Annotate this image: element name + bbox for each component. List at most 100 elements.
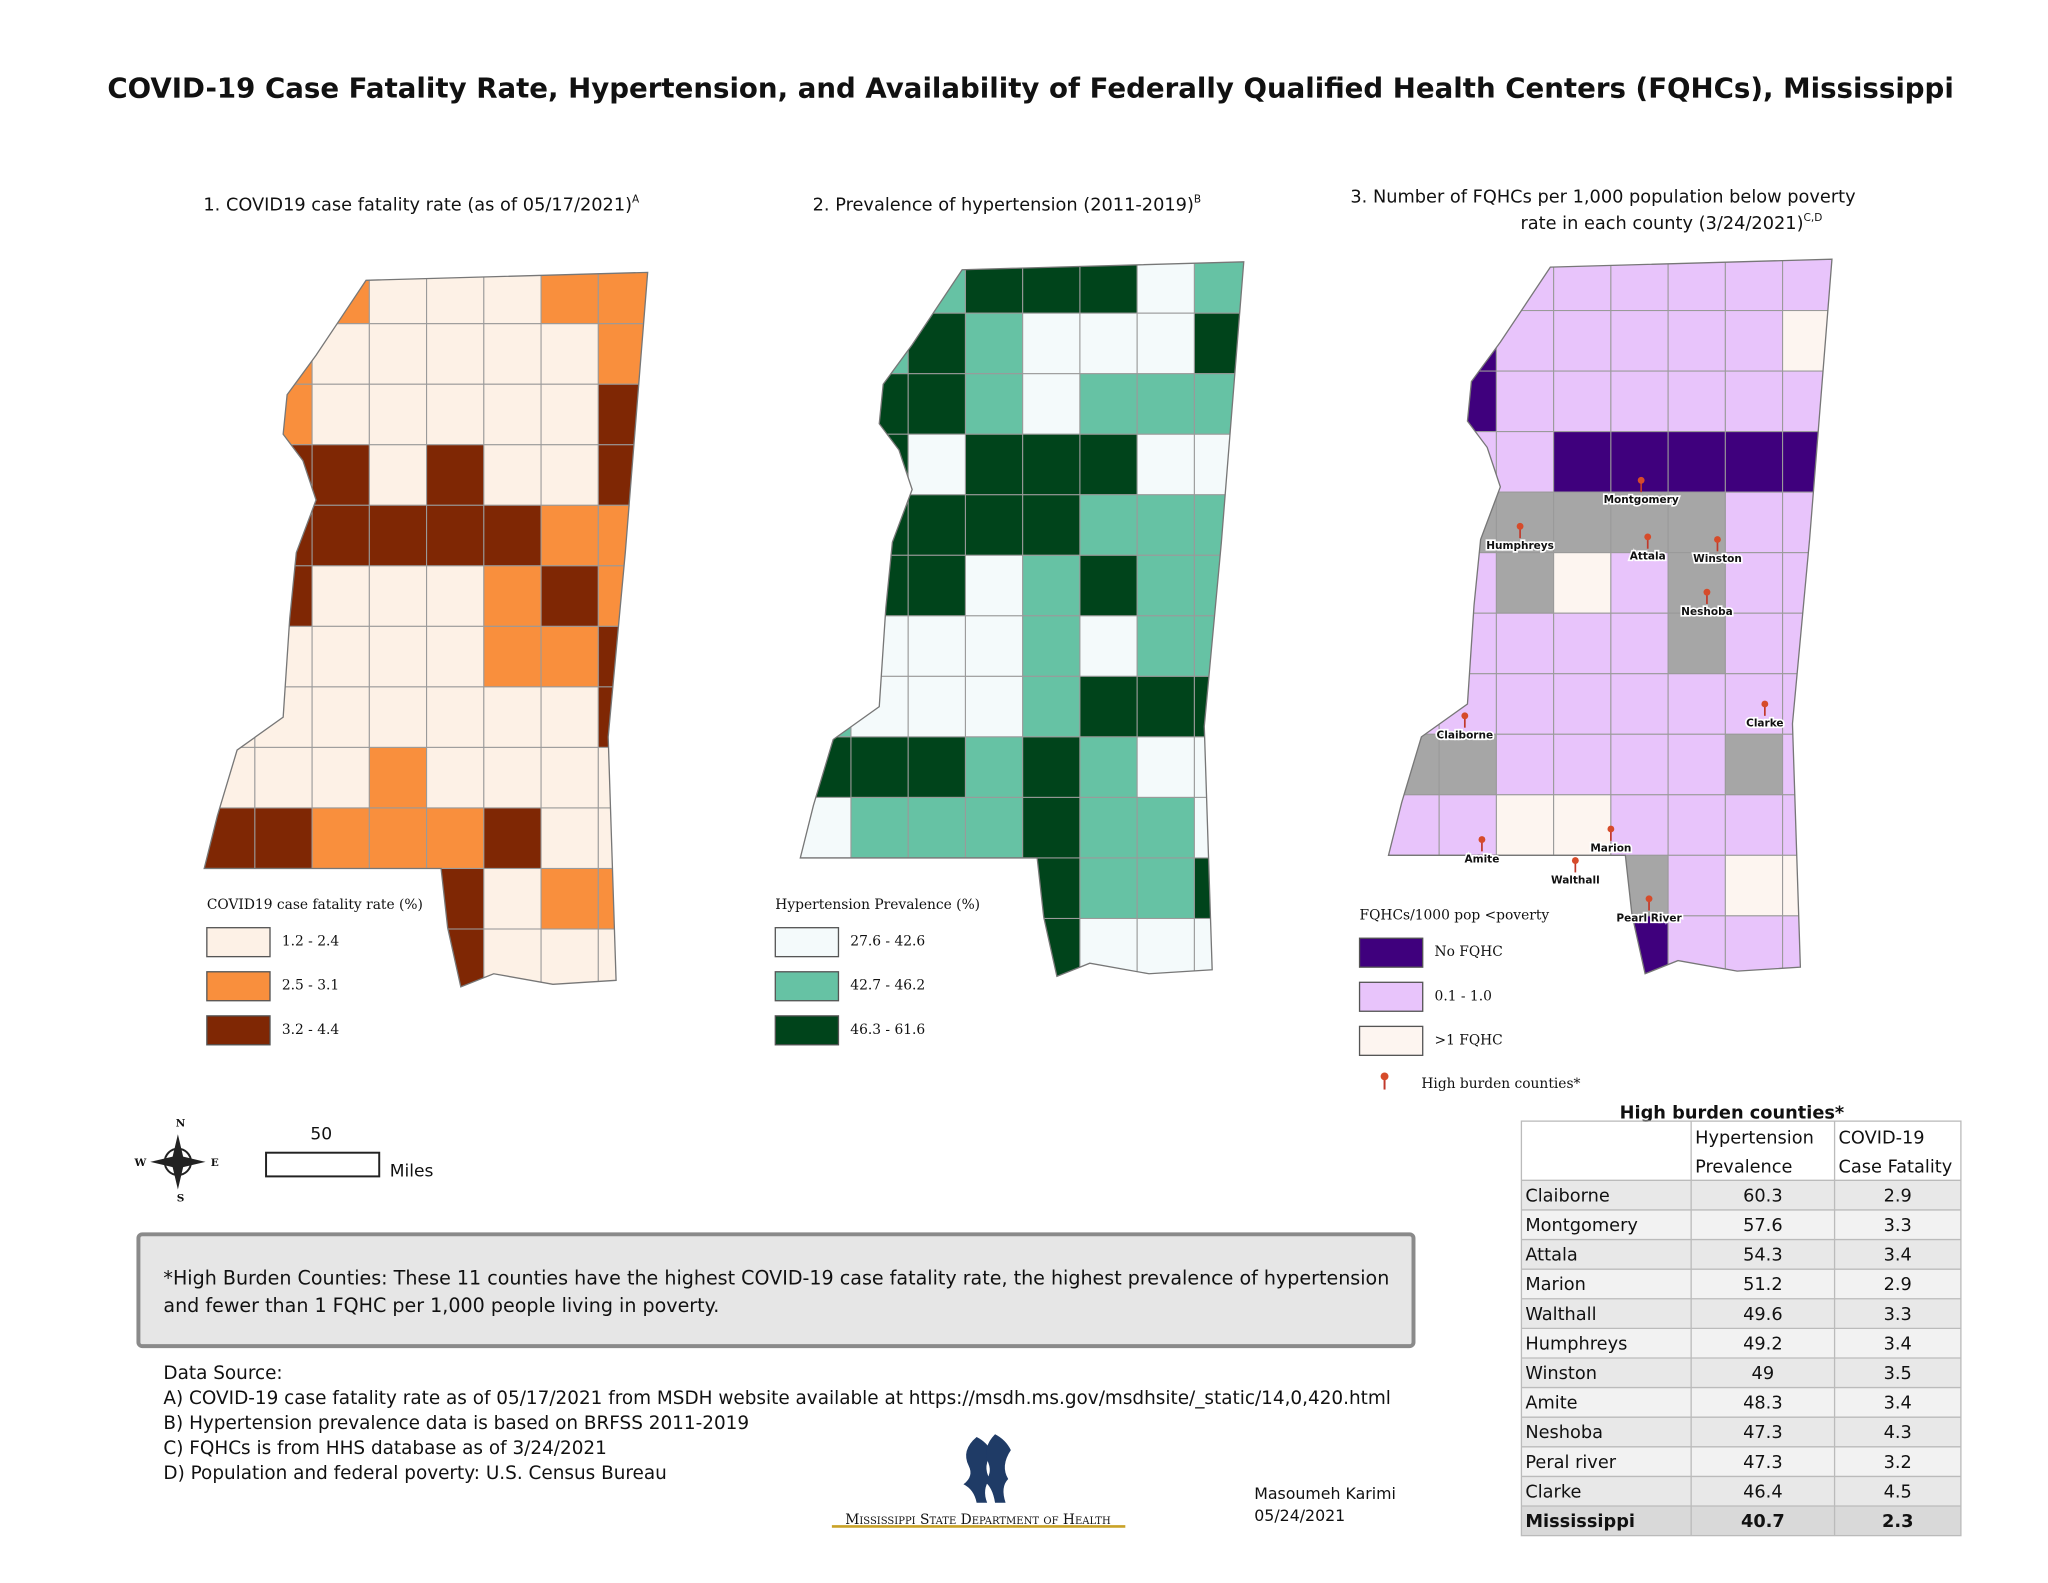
county <box>426 625 485 688</box>
pin-label: Montgomery <box>1604 494 1679 506</box>
county <box>1136 433 1195 496</box>
county <box>1022 433 1081 496</box>
county <box>1553 491 1612 554</box>
county <box>368 746 428 809</box>
table-cell: 3.2 <box>1884 1453 1912 1473</box>
legend-swatch <box>774 1015 840 1046</box>
county <box>1022 675 1081 738</box>
pin-head <box>1607 825 1615 833</box>
map-title-text: 3. Number of FQHCs per 1,000 population … <box>1350 188 1855 208</box>
table-title: High burden counties* <box>1620 1103 1845 1123</box>
county <box>1079 433 1138 496</box>
county <box>1079 373 1138 435</box>
county <box>1438 310 1497 372</box>
county <box>426 272 485 325</box>
county <box>850 615 909 677</box>
county <box>1136 736 1195 798</box>
legend-swatch <box>206 971 271 1002</box>
legend-swatch <box>1358 937 1424 968</box>
county <box>907 615 966 677</box>
county <box>1724 915 1784 974</box>
county <box>368 565 428 627</box>
county <box>204 444 256 506</box>
county <box>1136 373 1195 435</box>
county <box>1388 733 1440 796</box>
county <box>1724 259 1784 312</box>
county <box>800 373 852 435</box>
county <box>597 625 648 688</box>
county <box>1495 673 1555 735</box>
county <box>426 323 485 385</box>
pin-head <box>1380 1072 1389 1081</box>
county <box>368 807 428 870</box>
county <box>204 383 256 446</box>
county <box>850 433 909 496</box>
legend-label: 42.7 - 46.2 <box>850 978 925 994</box>
county-map <box>204 272 648 987</box>
county <box>850 796 909 859</box>
pin-label: Marion <box>1590 843 1631 855</box>
county <box>368 272 428 325</box>
county <box>1667 612 1726 675</box>
county <box>1724 794 1784 856</box>
county <box>1724 370 1784 433</box>
county <box>1388 431 1440 493</box>
table-row-bg <box>1521 1387 1961 1418</box>
county <box>1553 310 1612 372</box>
map-title: 1. COVID19 case fatality rate (as of 05/… <box>203 194 640 216</box>
note-line: and fewer than 1 FQHC per 1,000 people l… <box>163 1295 719 1317</box>
county <box>1136 796 1195 859</box>
county <box>1438 612 1497 675</box>
table-row-bg <box>1521 1269 1961 1299</box>
table-row-bg <box>1521 1357 1961 1388</box>
county <box>540 323 599 385</box>
county <box>1193 373 1244 435</box>
county <box>1136 494 1195 556</box>
table-row-bg <box>1521 1298 1961 1329</box>
table-cell: 2.9 <box>1884 1275 1912 1295</box>
county <box>964 615 1024 677</box>
county <box>907 494 966 556</box>
table-cell: Winston <box>1525 1364 1597 1384</box>
county <box>1136 615 1195 677</box>
county <box>540 867 599 930</box>
legend-label: 3.2 - 4.4 <box>282 1022 340 1038</box>
county <box>254 272 313 325</box>
county <box>426 807 485 870</box>
table-cell: 3.4 <box>1884 1334 1912 1354</box>
county <box>800 433 852 496</box>
pin-label: Neshoba <box>1681 606 1733 618</box>
pin-head <box>1714 536 1721 543</box>
map-title: 2. Prevalence of hypertension (2011-2019… <box>813 194 1201 216</box>
county <box>1388 370 1440 433</box>
table-row-bg <box>1521 1417 1961 1447</box>
county <box>597 383 648 446</box>
county <box>1022 857 1081 920</box>
county <box>368 625 428 688</box>
table-cell: Claiborne <box>1525 1186 1609 1206</box>
pin-label: Amite <box>1464 853 1499 865</box>
table-cell: Attala <box>1525 1246 1577 1266</box>
county <box>1495 370 1555 433</box>
county <box>1610 552 1669 614</box>
county <box>1610 733 1669 796</box>
county <box>1553 431 1612 493</box>
county <box>1193 857 1244 920</box>
county <box>964 554 1024 617</box>
county <box>850 494 909 556</box>
county <box>1388 491 1440 554</box>
county <box>426 746 485 809</box>
county <box>426 867 485 930</box>
table-cell: 3.3 <box>1884 1305 1912 1325</box>
pin-label: Attala <box>1630 551 1666 563</box>
county <box>1438 794 1497 856</box>
county <box>1667 431 1726 493</box>
map-title-superscript: B <box>1194 194 1201 206</box>
county <box>964 261 1024 314</box>
county <box>483 383 542 446</box>
table-row-bg <box>1521 1506 1961 1536</box>
county <box>597 565 648 627</box>
county <box>540 746 599 809</box>
county <box>1388 673 1440 735</box>
county <box>907 261 966 314</box>
